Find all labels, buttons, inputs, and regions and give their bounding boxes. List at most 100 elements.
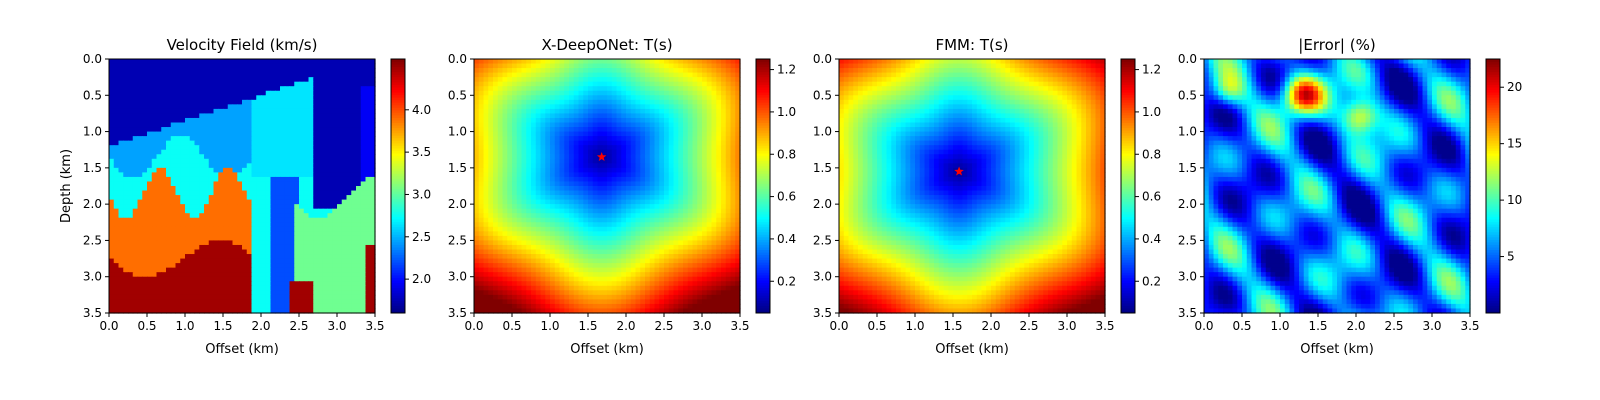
heatmap-cell [697,186,703,192]
heatmap-cell [113,244,120,251]
heatmap-cell [185,258,191,264]
heatmap-cell [166,81,172,87]
heatmap-cell [128,231,134,237]
heatmap-cell [478,104,485,110]
heatmap-cell [683,181,689,187]
heatmap-cell [516,59,523,65]
heatmap-cell [294,136,300,142]
heatmap-cell [313,104,319,110]
heatmap-cell [137,263,143,269]
heatmap-cell [299,90,305,96]
heatmap-cell [156,276,162,282]
heatmap-cell [559,158,565,164]
heatmap-cell [588,113,594,119]
heatmap-cell [332,195,338,201]
heatmap-cell [123,217,129,223]
heatmap-cell [488,68,494,74]
heatmap-cell [559,113,565,119]
heatmap-cell [678,176,684,183]
heatmap-cell [725,158,732,164]
heatmap-cell [337,140,343,146]
heatmap-cell [649,181,656,187]
heatmap-cell [284,104,291,110]
heatmap-cell [370,136,376,142]
heatmap-cell [313,272,319,278]
heatmap-cell [497,63,504,69]
heatmap-cell [204,122,210,128]
heatmap-cell [493,154,499,160]
heatmap-cell [583,154,589,160]
heatmap-cell [332,240,338,246]
heatmap-cell [118,290,124,296]
heatmap-cell [550,176,556,183]
heatmap-cell [337,235,343,242]
heatmap-cell [151,276,158,282]
heatmap-cell [668,81,675,87]
heatmap-cell [194,213,200,219]
heatmap-cell [351,77,357,83]
heatmap-cell [578,63,584,69]
heatmap-cell [327,290,333,296]
heatmap-cell [597,72,603,78]
heatmap-cell [654,181,660,187]
heatmap-cell [337,63,343,69]
heatmap-cell [602,63,608,69]
heatmap-cell [232,294,238,300]
heatmap-cell [161,226,167,232]
heatmap-cell [474,186,480,192]
heatmap-cell [223,158,229,164]
heatmap-cell [668,163,675,169]
heatmap-cell [516,86,523,92]
heatmap-cell [128,117,134,124]
heatmap-cell [573,117,580,124]
heatmap-cell [199,308,205,314]
heatmap-cell [270,122,276,128]
heatmap-cell [583,113,589,119]
heatmap-cell [284,285,291,291]
heatmap-cell [678,127,684,133]
heatmap-cell [683,59,689,65]
heatmap-cell [204,254,210,260]
heatmap-cell [313,267,319,273]
heatmap-cell [341,263,348,269]
heatmap-cell [351,190,357,196]
heatmap-cell [246,104,253,110]
heatmap-cell [659,167,665,173]
heatmap-cell [194,172,200,178]
heatmap-cell [284,176,291,183]
heatmap-cell [289,240,295,246]
heatmap-cell [265,249,272,255]
heatmap-cell [261,240,267,246]
heatmap-cell [199,131,205,137]
heatmap-cell [318,249,324,255]
heatmap-cell [208,81,215,87]
heatmap-cell [545,59,551,65]
heatmap-cell [151,140,158,146]
heatmap-cell [265,308,272,314]
heatmap-cell [346,149,352,155]
heatmap-cell [109,154,115,160]
heatmap-cell [493,90,499,96]
heatmap-cell [578,90,584,96]
heatmap-cell [175,108,181,115]
heatmap-cell [289,267,295,273]
heatmap-cell [237,140,243,146]
heatmap-cell [512,95,518,101]
heatmap-cell [175,217,181,223]
heatmap-cell [351,263,357,269]
heatmap-cell [251,113,257,119]
heatmap-cell [318,299,324,305]
heatmap-cell [251,290,257,296]
heatmap-cell [170,59,177,65]
heatmap-cell [170,281,177,287]
heatmap-cell [237,59,243,65]
heatmap-cell [649,140,656,146]
heatmap-cell [289,104,295,110]
heatmap-cell [147,226,153,232]
heatmap-cell [313,95,319,101]
heatmap-cell [151,99,158,105]
heatmap-cell [370,127,376,133]
heatmap-cell [356,136,362,142]
heatmap-cell [488,136,494,142]
heatmap-cell [265,190,272,196]
